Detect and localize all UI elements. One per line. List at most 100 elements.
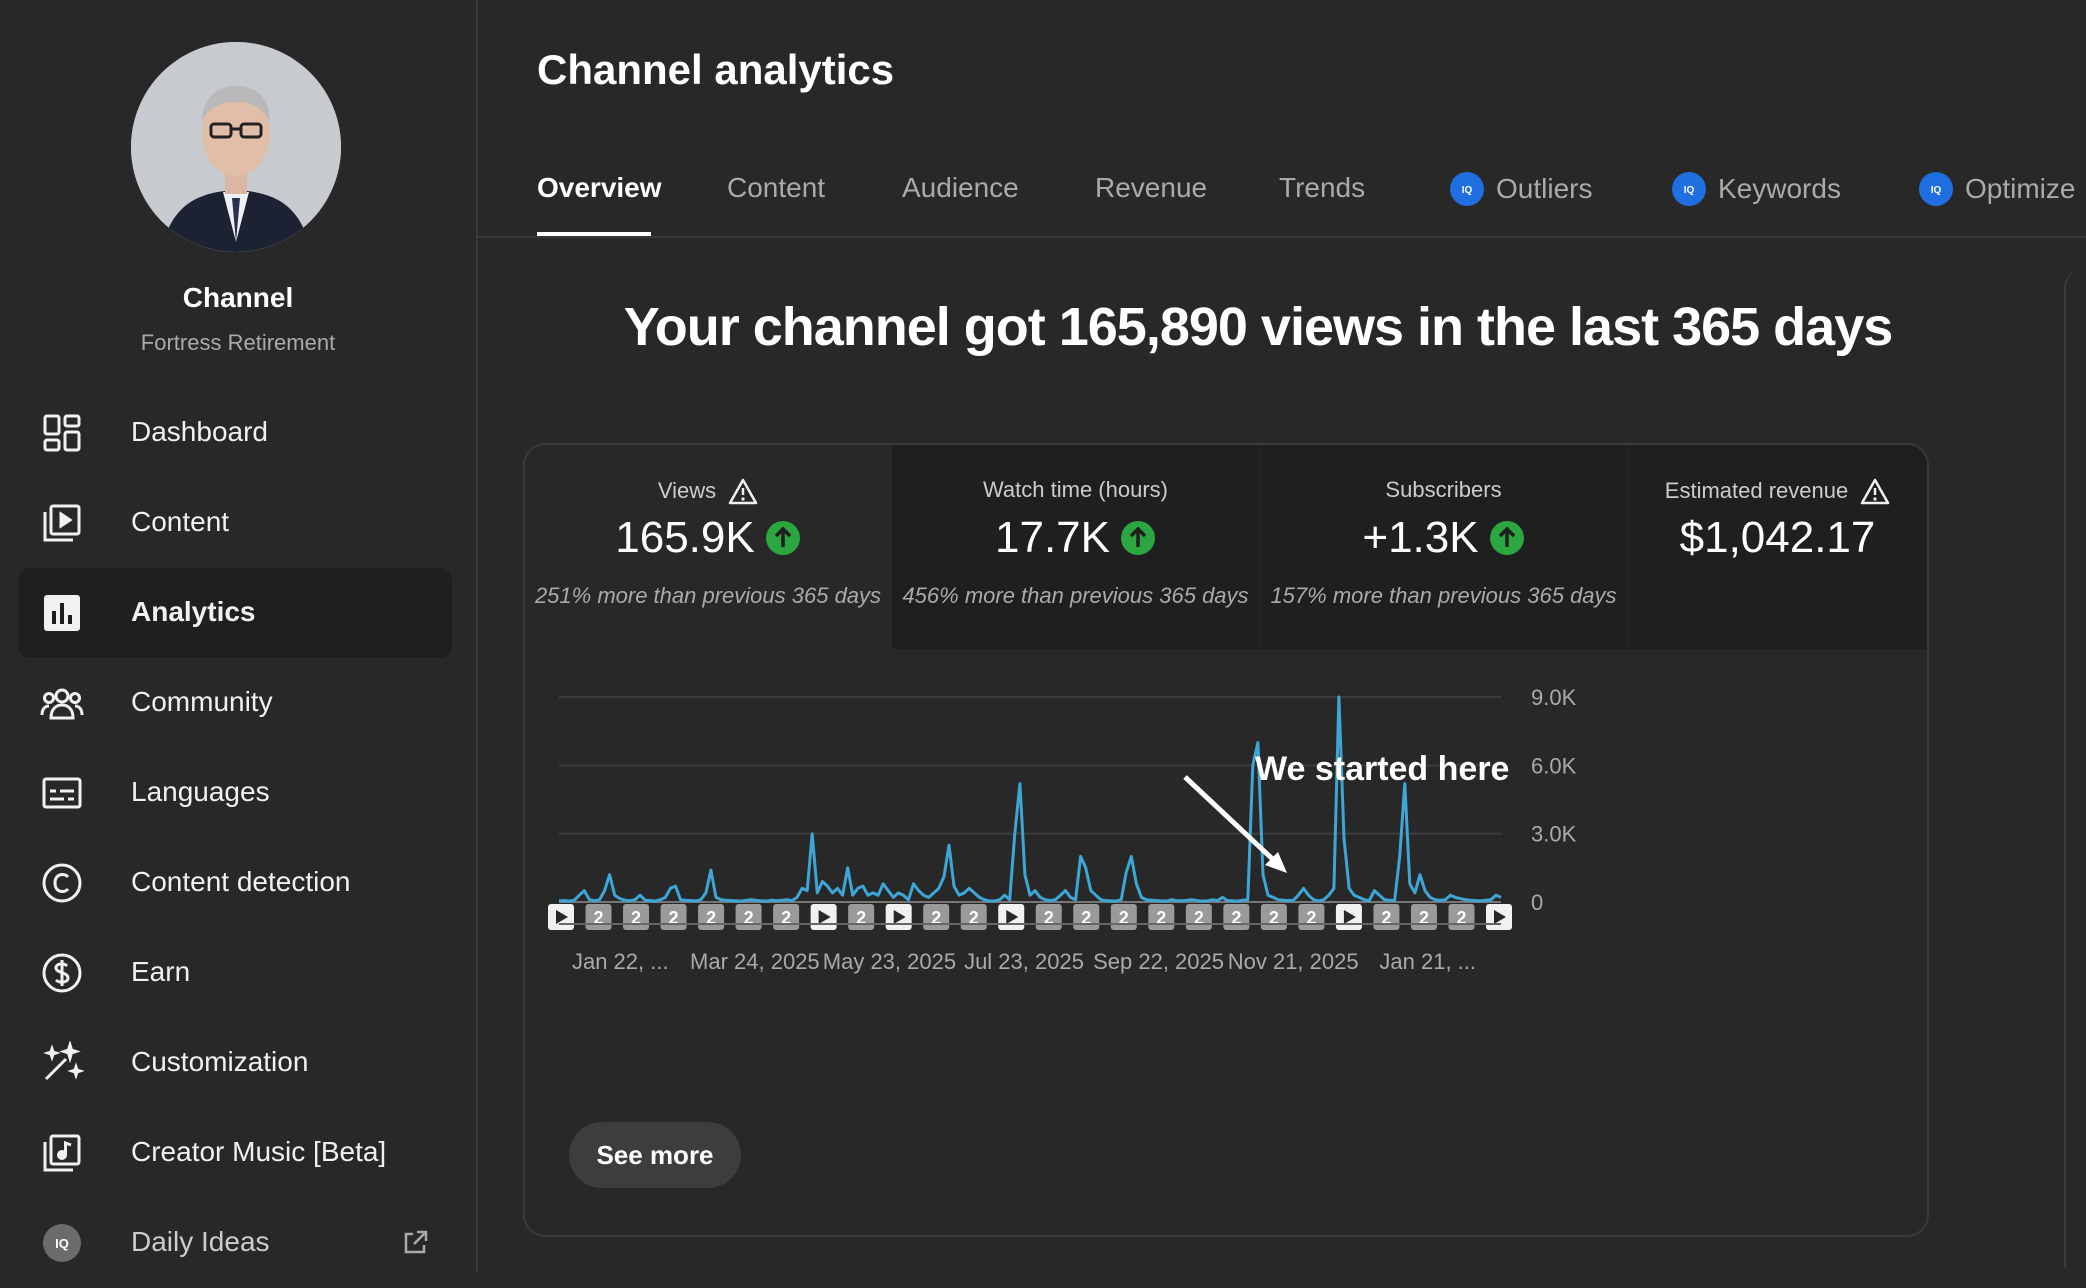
languages-icon (42, 777, 82, 809)
video-group-marker: 2 (960, 904, 987, 930)
metric-label: Subscribers (1385, 477, 1502, 502)
tab-label: Trends (1279, 172, 1366, 203)
vidiq-icon: IQ (1919, 172, 1953, 206)
vidiq-icon: IQ (43, 1224, 81, 1262)
video-group-marker: 2 (1448, 904, 1475, 930)
sidebar-item-label: Content detection (131, 866, 351, 897)
sidebar-item-community[interactable]: Community (18, 658, 452, 748)
x-tick-label: Sep 22, 2025 (1093, 949, 1224, 974)
metric-label: Watch time (hours) (982, 477, 1168, 502)
svg-text:2: 2 (1306, 908, 1316, 928)
sidebar-item-daily-ideas[interactable]: IQ Daily Ideas (18, 1198, 452, 1288)
tab-optimize[interactable]: IQ Optimize (1919, 172, 2075, 206)
tab-label: Overview (537, 172, 662, 203)
external-link-icon[interactable] (400, 1228, 430, 1258)
metric-tabs: Views 165.9K 251% more than previous 365… (525, 445, 1927, 649)
metric-subscribers[interactable]: Subscribers +1.3K 157% more than previou… (1260, 445, 1627, 649)
sidebar-item-earn[interactable]: Earn (18, 928, 452, 1018)
metric-label: Estimated revenue (1664, 478, 1849, 503)
sidebar-item-creator-music[interactable]: Creator Music [Beta] (18, 1108, 452, 1198)
see-more-button[interactable]: See more (569, 1122, 741, 1188)
trend-up-icon (765, 521, 800, 555)
x-axis-ticks: Jan 22, ... Mar 24, 2025 May 23, 2025 Jul 2… (572, 949, 1476, 974)
tab-revenue[interactable]: Revenue (1095, 172, 1207, 204)
svg-text:IQ: IQ (1931, 185, 1942, 195)
sidebar-item-label: Customization (131, 1046, 309, 1077)
sidebar-item-label: Community (131, 686, 273, 717)
video-marker (1335, 904, 1362, 930)
tab-label: Audience (902, 172, 1019, 203)
sidebar-item-languages[interactable]: Languages (18, 748, 452, 838)
x-tick-label: Jan 21, ... (1379, 949, 1476, 974)
tab-audience[interactable]: Audience (902, 172, 1019, 204)
sidebar-item-label: Creator Music [Beta] (131, 1136, 387, 1167)
metric-watch-time[interactable]: Watch time (hours) 17.7K 456% more than … (892, 445, 1259, 649)
svg-text:2: 2 (969, 908, 979, 928)
dashboard-icon (43, 414, 81, 452)
warning-icon[interactable] (1860, 477, 1890, 505)
sidebar-item-content-detection[interactable]: Content detection (18, 838, 452, 928)
chart-annotation: We started here (1255, 750, 1510, 788)
views-series-line (558, 695, 1502, 903)
sidebar-item-analytics[interactable]: Analytics (18, 568, 452, 658)
tab-content[interactable]: Content (727, 172, 825, 204)
svg-text:2: 2 (1456, 908, 1466, 928)
tab-overview[interactable]: Overview (537, 172, 662, 204)
video-group-marker: 2 (660, 904, 687, 930)
video-group-marker: 2 (623, 904, 650, 930)
svg-text:2: 2 (1194, 908, 1204, 928)
video-marker (548, 904, 574, 930)
annotation-arrow (1183, 775, 1287, 873)
sidebar-item-label: Content (131, 506, 230, 537)
svg-text:2: 2 (594, 908, 604, 928)
video-group-marker: 2 (1110, 904, 1137, 930)
svg-text:2: 2 (706, 908, 716, 928)
video-marker (1486, 904, 1512, 930)
metric-comparison: 456% more than previous 365 days (902, 583, 1249, 608)
y-tick-label: 3.0K (1531, 822, 1577, 847)
x-tick-label: Jul 23, 2025 (964, 949, 1084, 974)
svg-text:2: 2 (1381, 908, 1391, 928)
video-group-marker: 2 (1260, 904, 1287, 930)
tab-trends[interactable]: Trends (1279, 172, 1365, 204)
metric-estimated-revenue[interactable]: Estimated revenue $1,042.17 (1628, 445, 1927, 649)
chart-grid (559, 696, 1501, 903)
magic-wand-icon (43, 1041, 84, 1081)
tab-keywords[interactable]: IQ Keywords (1672, 172, 1841, 206)
tab-label: Content (727, 172, 826, 203)
x-tick-label: Nov 21, 2025 (1228, 949, 1359, 974)
community-icon (40, 688, 84, 720)
overview-card: Views 165.9K 251% more than previous 365… (523, 443, 1929, 1237)
channel-title: Channel (182, 282, 294, 313)
svg-text:2: 2 (1044, 908, 1054, 928)
svg-text:IQ: IQ (1462, 185, 1473, 195)
warning-icon[interactable] (728, 477, 758, 505)
metric-value: $1,042.17 (1679, 513, 1876, 562)
svg-text:2: 2 (1231, 908, 1241, 928)
tab-label: Optimize (1965, 173, 2076, 204)
channel-avatar[interactable] (131, 42, 341, 252)
video-group-marker: 2 (1148, 904, 1175, 930)
video-markers: 2 2 2 2 2 2 2 2 2 2 2 2 2 2 2 2 2 2 2 2 (548, 904, 1512, 930)
avatar-photo (131, 42, 341, 252)
sidebar-item-customization[interactable]: Customization (18, 1018, 452, 1108)
active-tab-indicator (537, 232, 651, 236)
video-group-marker: 2 (698, 904, 725, 930)
views-line-chart[interactable]: 9.0K 6.0K 3.0K 0 2 2 2 2 2 2 2 2 2 2 2 2 2 2 2 2 2 2 2 2 Jan 2… (525, 649, 1927, 1235)
svg-text:2: 2 (856, 908, 866, 928)
main-panel: Channel analytics Overview Content Audie… (478, 0, 2086, 1272)
sidebar-item-label: Languages (131, 776, 270, 807)
x-tick-label: Mar 24, 2025 (690, 949, 820, 974)
x-tick-label: May 23, 2025 (823, 949, 956, 974)
tab-outliers[interactable]: IQ Outliers (1450, 172, 1592, 206)
sidebar-item-content[interactable]: Content (18, 478, 452, 568)
video-group-marker: 2 (1410, 904, 1437, 930)
metric-views[interactable]: Views 165.9K 251% more than previous 365… (525, 445, 891, 649)
metric-value: 17.7K (995, 513, 1110, 562)
video-group-marker: 2 (1223, 904, 1250, 930)
video-group-marker: 2 (923, 904, 950, 930)
svg-text:2: 2 (1081, 908, 1091, 928)
video-marker (810, 904, 837, 930)
metric-comparison: 251% more than previous 365 days (534, 583, 882, 608)
sidebar-item-dashboard[interactable]: Dashboard (18, 388, 452, 478)
